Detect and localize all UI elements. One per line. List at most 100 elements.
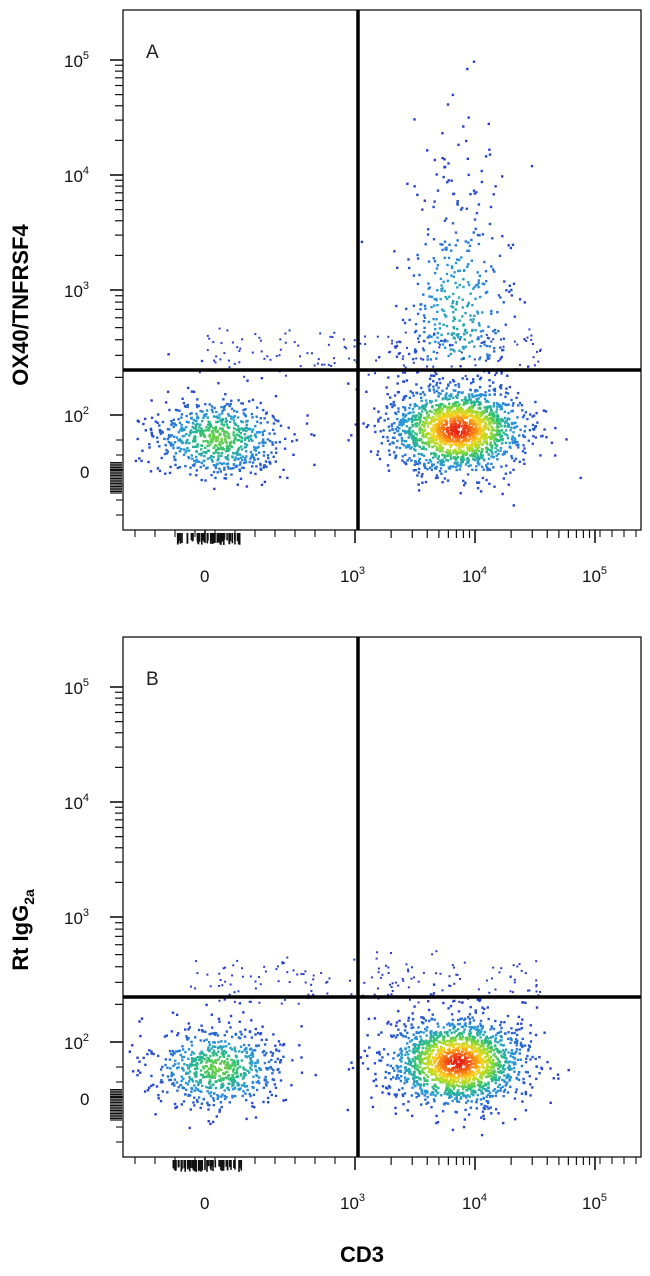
event-dot	[284, 341, 287, 344]
event-dot	[499, 357, 502, 360]
event-dot	[517, 1015, 521, 1019]
event-dot	[433, 408, 436, 412]
event-dot	[469, 1076, 472, 1079]
event-dot	[473, 192, 476, 195]
event-dot	[489, 1036, 493, 1039]
event-dot	[245, 1098, 248, 1102]
event-dot	[274, 441, 278, 444]
event-dot	[238, 349, 241, 352]
event-dot	[168, 428, 171, 431]
event-dot	[176, 1089, 179, 1092]
event-dot	[193, 1089, 196, 1092]
event-dot	[274, 418, 277, 422]
event-dot	[212, 415, 216, 418]
event-dot	[466, 457, 469, 461]
event-dot	[204, 1030, 207, 1033]
event-dot	[414, 1084, 417, 1088]
event-dot	[219, 1079, 222, 1083]
event-dot	[429, 409, 432, 413]
event-dot	[500, 429, 503, 432]
event-dot	[452, 316, 456, 319]
event-dot	[201, 1084, 204, 1088]
event-dot	[177, 1066, 180, 1069]
event-dot	[393, 431, 396, 435]
event-dot	[270, 1067, 273, 1070]
event-dot	[254, 446, 257, 450]
event-dot	[529, 1094, 532, 1097]
event-dot	[211, 438, 214, 442]
event-dot	[195, 474, 198, 477]
event-dot	[414, 323, 418, 326]
event-dot	[433, 304, 436, 307]
event-dot	[510, 398, 513, 402]
event-dot	[492, 429, 495, 432]
event-dot	[441, 339, 445, 343]
event-dot	[450, 365, 453, 368]
event-dot	[421, 481, 424, 484]
event-dot	[243, 442, 247, 446]
event-dot	[206, 440, 209, 443]
event-dot	[543, 428, 546, 431]
event-dot	[486, 336, 489, 339]
event-dot	[540, 435, 543, 438]
event-dot	[132, 1070, 135, 1073]
event-dot	[422, 454, 426, 457]
event-dot	[204, 1071, 208, 1074]
event-dot	[227, 1054, 230, 1057]
event-dot	[498, 439, 501, 443]
event-dot	[432, 388, 435, 391]
event-dot	[510, 1052, 513, 1055]
event-dot	[471, 453, 474, 457]
event-dot	[255, 1044, 258, 1047]
axis-edge-event	[190, 533, 193, 540]
event-dot	[176, 466, 179, 470]
event-dot	[502, 337, 506, 340]
event-dot	[261, 431, 264, 434]
event-dot	[463, 429, 466, 433]
event-dot	[444, 451, 448, 454]
event-dot	[210, 408, 214, 411]
event-dot	[501, 175, 504, 178]
event-dot	[267, 1067, 270, 1070]
event-dot	[505, 1056, 508, 1060]
event-dot	[233, 1046, 236, 1049]
event-dot	[430, 435, 433, 438]
event-dot	[476, 1030, 479, 1033]
event-dot	[471, 435, 474, 438]
event-dot	[488, 449, 491, 452]
event-dot	[222, 1055, 226, 1058]
event-dot	[418, 273, 421, 277]
event-dot	[218, 443, 221, 446]
event-dot	[511, 243, 515, 246]
event-dot	[190, 1063, 193, 1066]
event-dot	[364, 335, 366, 338]
event-dot	[422, 349, 425, 352]
event-dot	[504, 1048, 508, 1051]
event-dot	[485, 290, 489, 294]
event-dot	[479, 1024, 483, 1027]
event-dot	[478, 423, 482, 427]
event-dot	[474, 421, 477, 424]
event-dot	[476, 312, 480, 315]
event-dot	[259, 463, 262, 467]
event-dot	[472, 431, 476, 434]
event-dot	[512, 468, 515, 471]
event-dot	[245, 423, 248, 426]
event-dot	[190, 454, 193, 457]
event-dot	[462, 422, 465, 425]
event-dot	[511, 1055, 515, 1059]
event-dot	[211, 1072, 214, 1075]
event-dot	[435, 381, 439, 385]
event-dot	[461, 298, 464, 301]
event-dot	[227, 467, 230, 470]
event-dot	[435, 404, 438, 407]
event-dot	[445, 458, 448, 462]
event-dot	[494, 446, 497, 450]
event-dot	[188, 434, 191, 437]
event-dot	[200, 1102, 204, 1105]
event-dot	[404, 331, 407, 334]
event-dot	[263, 1043, 267, 1046]
event-dot	[432, 441, 436, 444]
event-dot	[480, 1085, 483, 1088]
event-dot	[455, 415, 459, 418]
